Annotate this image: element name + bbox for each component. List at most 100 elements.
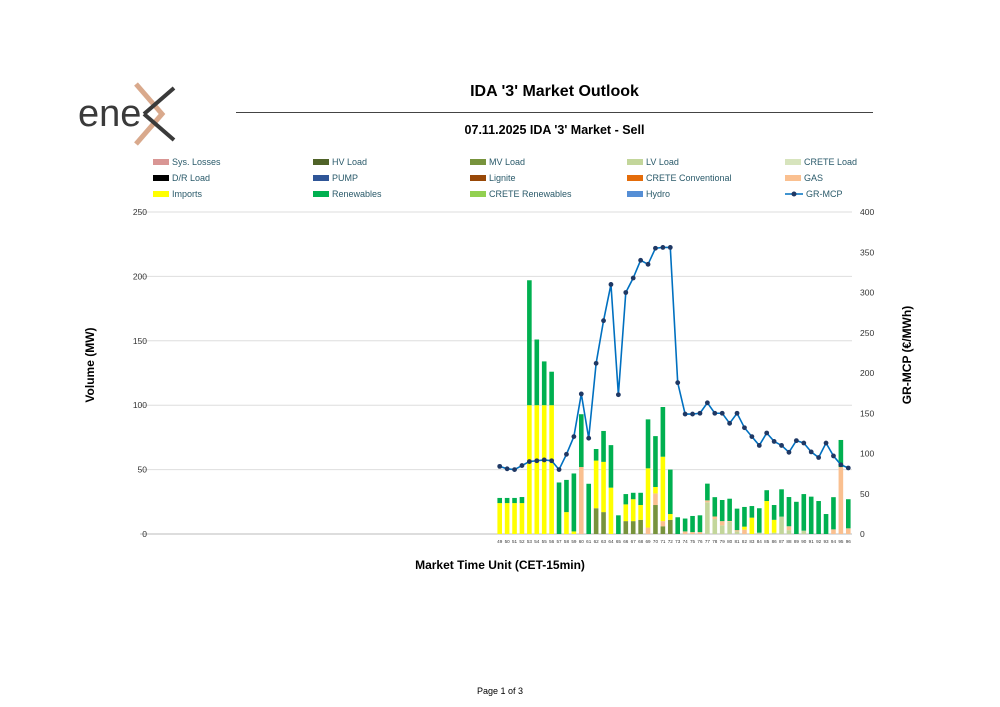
gr-mcp-marker — [608, 282, 614, 287]
x-tick-label: 53 — [527, 539, 533, 544]
bar-segment — [504, 497, 510, 504]
page-title: IDA '3' Market Outlook — [470, 83, 639, 100]
legend-swatch — [785, 191, 803, 197]
legend-item: Hydro — [627, 189, 670, 199]
bar-segment — [645, 527, 651, 534]
bar-segment — [630, 499, 636, 522]
bar-segment — [719, 521, 725, 526]
legend-label: D/R Load — [172, 173, 211, 183]
gr-mcp-marker — [526, 459, 532, 464]
bar-segment — [771, 505, 777, 520]
gr-mcp-marker — [764, 430, 770, 436]
legend-label: HV Load — [332, 157, 368, 167]
bar-segment — [786, 526, 792, 531]
legend-item: Imports — [153, 189, 202, 199]
bar-segment — [727, 498, 732, 521]
x-tick-label: 73 — [675, 539, 681, 544]
bar-segment — [845, 528, 851, 534]
legend-item: D/R Load — [153, 173, 210, 183]
gr-mcp-marker — [719, 410, 725, 416]
gr-mcp-marker — [675, 380, 681, 386]
gr-mcp-marker — [682, 411, 688, 417]
bar-segment — [601, 461, 606, 513]
bar-segment — [549, 405, 554, 534]
bar-segment — [527, 280, 532, 406]
x-tick-label: 95 — [838, 539, 844, 544]
legend-item: CRETE Renewables — [470, 189, 572, 199]
x-tick-label: 62 — [594, 539, 600, 544]
bar-segment — [667, 519, 673, 534]
bar-segment — [593, 460, 599, 509]
x-tick-label: 89 — [794, 539, 800, 544]
bar-segment — [675, 517, 681, 534]
bar-segment — [504, 503, 510, 534]
bar-segment — [764, 501, 770, 534]
bar-segment — [667, 469, 673, 515]
gr-mcp-marker — [615, 392, 621, 398]
gr-mcp-marker — [660, 245, 666, 250]
x-tick-label: 90 — [801, 539, 807, 544]
bar-segment — [578, 467, 584, 534]
bar-segment — [601, 430, 606, 462]
x-tick-label: 65 — [616, 539, 622, 544]
bar-segment — [734, 508, 740, 531]
x-tick-label: 72 — [668, 539, 674, 544]
y-tick-label: 50 — [138, 465, 148, 475]
y2-tick-label: 150 — [860, 408, 874, 418]
bar-segment — [734, 531, 740, 534]
bar-segment — [653, 486, 658, 494]
y2-tick-label: 0 — [860, 529, 865, 539]
legend-swatch — [153, 175, 169, 181]
x-tick-label: 84 — [757, 539, 763, 544]
bar-segment — [690, 532, 695, 534]
x-tick-label: 82 — [742, 539, 748, 544]
legend-swatch — [470, 159, 486, 165]
bar-segment — [667, 514, 673, 520]
x-tick-label: 63 — [601, 539, 607, 544]
x-tick-label: 87 — [779, 539, 785, 544]
legend-item: HV Load — [313, 157, 367, 167]
x-tick-label: 59 — [571, 539, 577, 544]
y-tick-label: 100 — [133, 400, 147, 410]
bar-segment — [527, 405, 532, 534]
gr-mcp-marker — [645, 261, 651, 267]
legend-item: LV Load — [627, 157, 679, 167]
bar-segment — [660, 521, 666, 527]
y-tick-label: 150 — [133, 336, 147, 346]
bar-segment — [571, 473, 577, 532]
legend-item: Lignite — [470, 173, 516, 183]
bar-segment — [571, 531, 577, 534]
x-tick-label: 74 — [683, 539, 689, 544]
gr-mcp-marker — [653, 245, 658, 251]
bar-segment — [727, 520, 732, 522]
bar-segment — [593, 448, 599, 461]
legend-swatch — [313, 175, 329, 181]
y2-tick-label: 250 — [860, 328, 874, 338]
y-tick-label: 0 — [142, 529, 147, 539]
legend-swatch — [627, 191, 643, 197]
legend-item: MV Load — [470, 157, 525, 167]
gr-mcp-marker — [630, 275, 636, 281]
legend-item: CRETE Load — [785, 157, 857, 167]
bar-segment — [586, 483, 592, 534]
gr-mcp-marker — [571, 434, 577, 439]
x-tick-label: 92 — [816, 539, 822, 544]
bar-segment — [534, 339, 540, 406]
gr-mcp-marker — [793, 438, 799, 444]
bar-segment — [816, 501, 821, 534]
bar-segment — [682, 531, 688, 534]
gr-mcp-marker — [504, 466, 510, 472]
legend-label: GR-MCP — [806, 189, 843, 199]
x-tick-label: 61 — [586, 539, 592, 544]
bar-segment — [779, 489, 784, 517]
bar-segment — [630, 521, 636, 534]
x-axis-title: Market Time Unit (CET-15min) — [415, 558, 585, 572]
x-tick-label: 55 — [542, 539, 548, 544]
y2-tick-label: 50 — [860, 489, 870, 499]
gr-mcp-marker — [756, 443, 762, 448]
legend-label: MV Load — [489, 157, 526, 167]
legend-swatch — [313, 159, 329, 165]
legend-item: Renewables — [313, 189, 382, 199]
x-tick-label: 66 — [623, 539, 629, 544]
